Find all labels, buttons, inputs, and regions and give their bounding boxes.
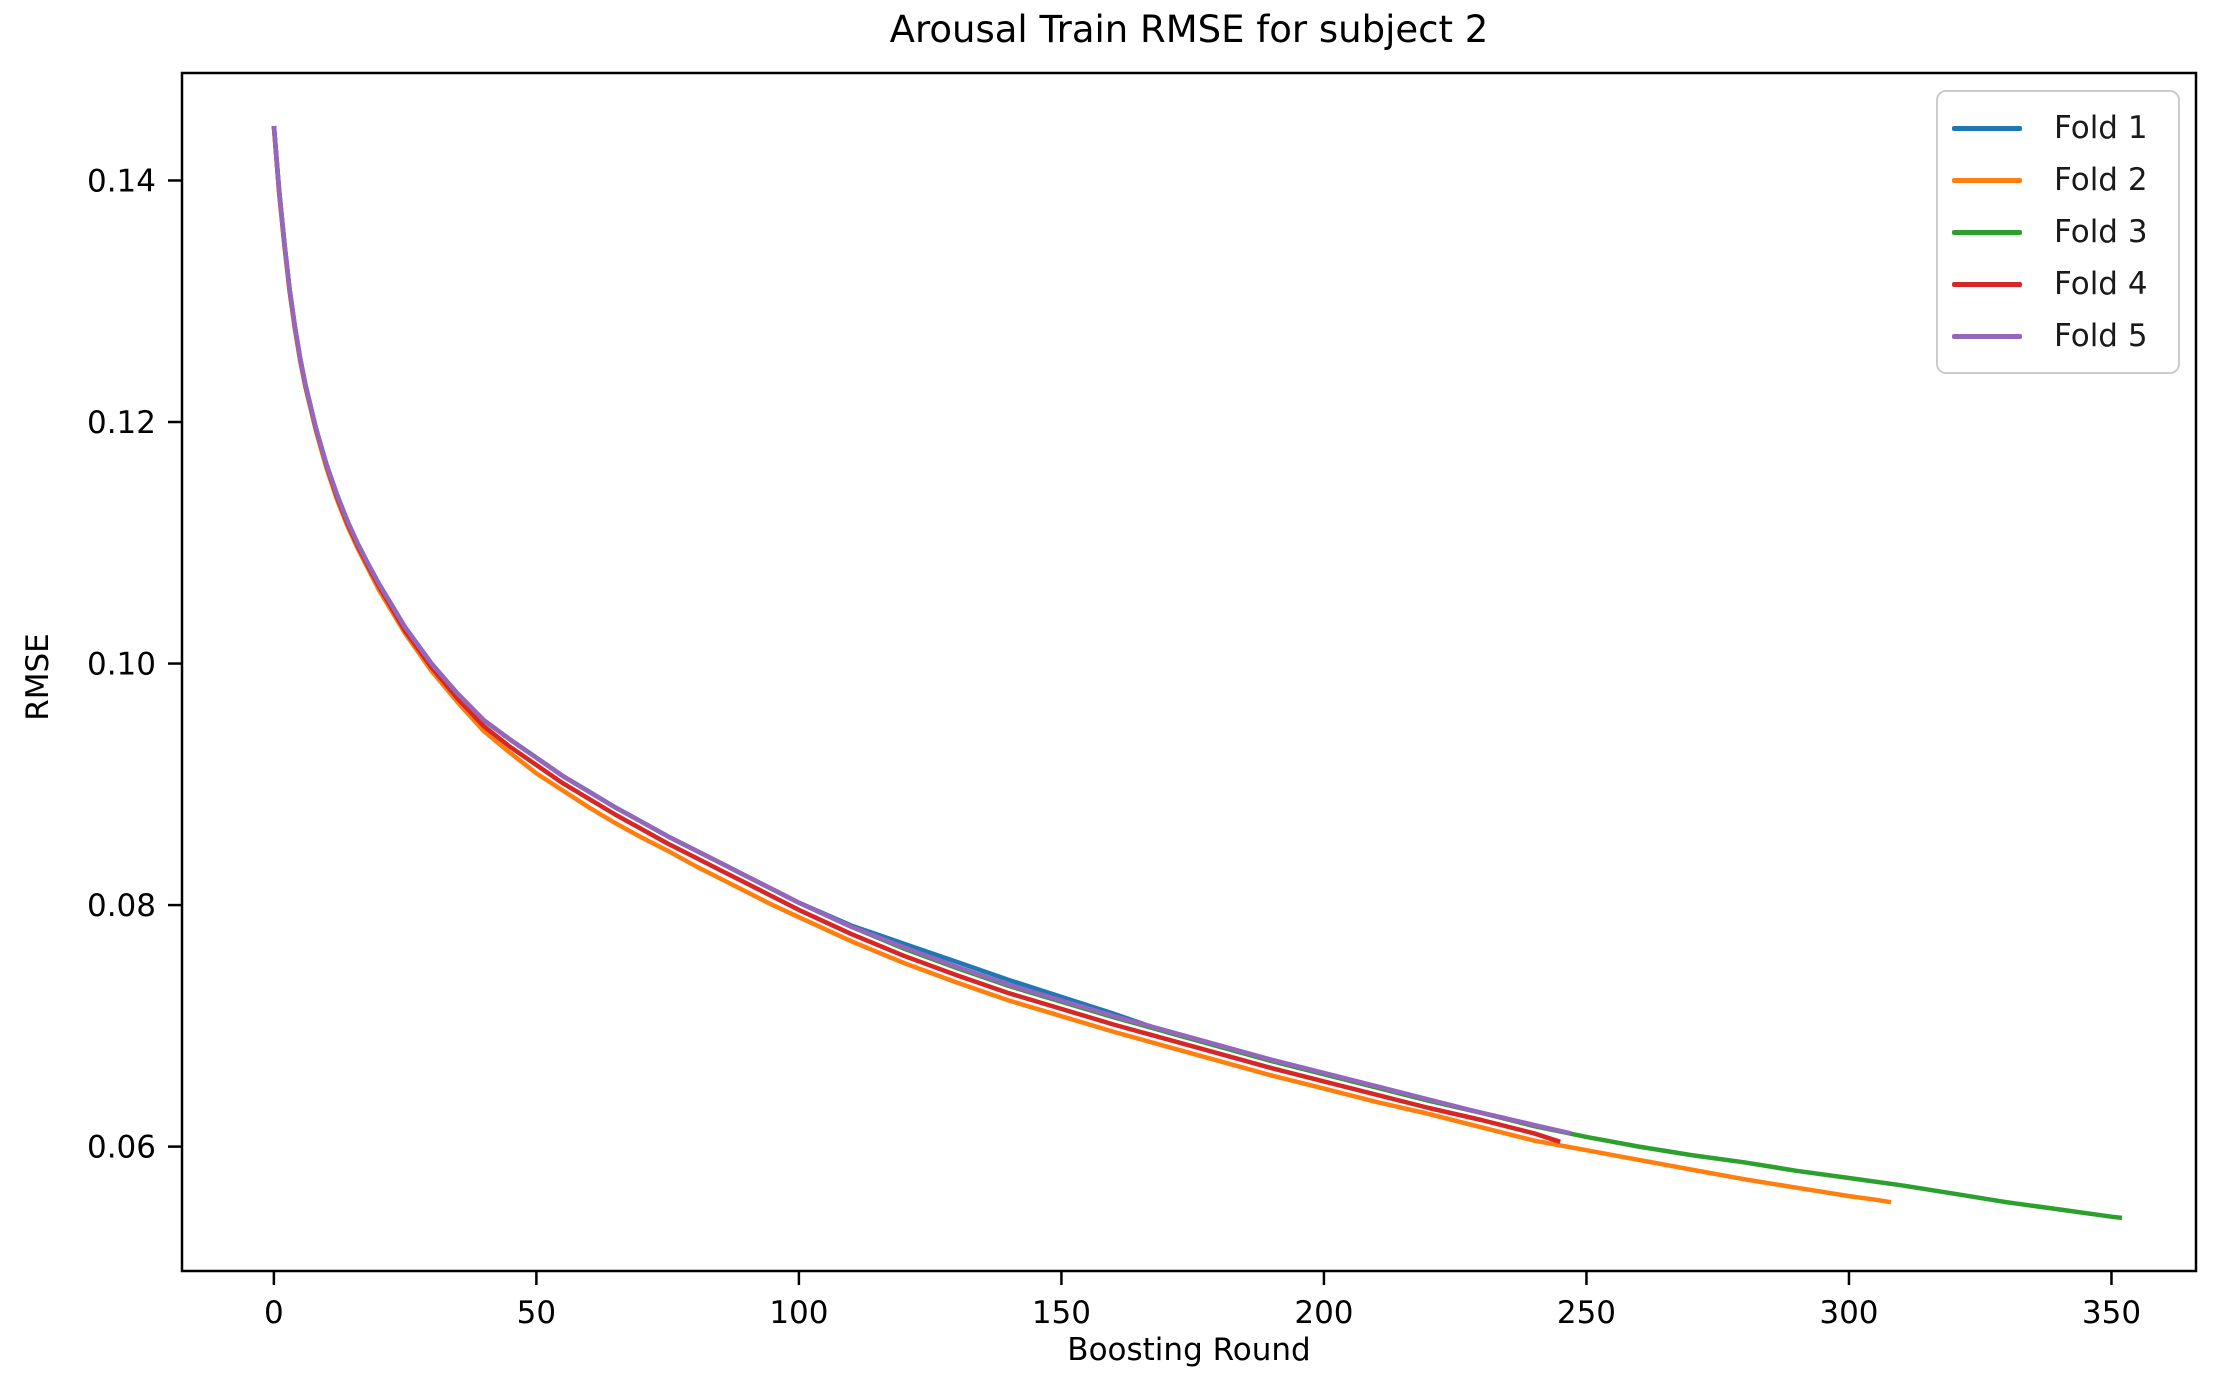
legend-item-fold-2: Fold 2 [1952, 162, 2178, 198]
x-tick-label: 150 [1032, 1295, 1091, 1331]
x-axis-label: Boosting Round [1067, 1332, 1311, 1368]
legend-item-fold-1: Fold 1 [1952, 110, 2178, 146]
legend: Fold 1 Fold 2 Fold 3 Fold 4 Fold 5 [1936, 90, 2180, 374]
y-tick-label: 0.06 [87, 1130, 156, 1166]
axes-spines [180, 71, 2198, 1273]
legend-label: Fold 2 [2054, 162, 2148, 198]
series-line-fold-1 [271, 125, 1509, 1121]
legend-item-fold-3: Fold 3 [1952, 214, 2178, 250]
legend-label: Fold 4 [2054, 266, 2148, 302]
y-axis-label: RMSE [20, 633, 56, 721]
legend-label: Fold 3 [2054, 214, 2148, 250]
x-tick-label: 200 [1294, 1295, 1353, 1331]
x-tick-label: 300 [1819, 1295, 1878, 1331]
legend-line-swatch [1952, 333, 2022, 339]
series-line-fold-5 [271, 125, 1572, 1136]
legend-line-swatch [1952, 229, 2022, 235]
x-tick-label: 100 [769, 1295, 828, 1331]
series-line-fold-4 [271, 125, 1561, 1144]
y-tick-label: 0.10 [87, 647, 156, 683]
y-tick-label: 0.12 [87, 405, 156, 441]
x-tick-label: 250 [1557, 1295, 1616, 1331]
y-tick-label: 0.14 [87, 163, 156, 199]
chart-title: Arousal Train RMSE for subject 2 [889, 8, 1489, 51]
legend-label: Fold 5 [2054, 318, 2148, 354]
x-tick-label: 50 [517, 1295, 556, 1331]
x-tick-label: 0 [264, 1295, 284, 1331]
legend-item-fold-4: Fold 4 [1952, 266, 2178, 302]
legend-line-swatch [1952, 177, 2022, 183]
legend-line-swatch [1952, 281, 2022, 287]
legend-item-fold-5: Fold 5 [1952, 318, 2178, 354]
series-line-fold-2 [271, 125, 1892, 1205]
legend-label: Fold 1 [2054, 110, 2148, 146]
legend-line-swatch [1952, 125, 2022, 131]
x-tick-label: 350 [2082, 1295, 2141, 1331]
y-tick-label: 0.08 [87, 888, 156, 924]
